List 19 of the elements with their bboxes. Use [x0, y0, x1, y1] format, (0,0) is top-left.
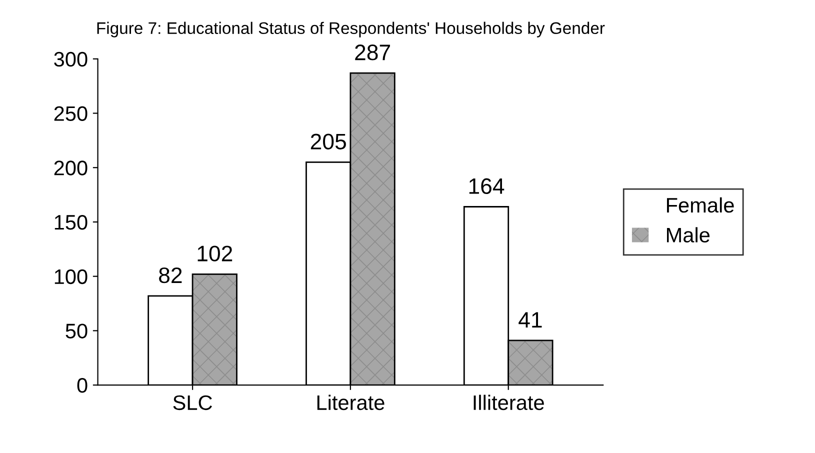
text: Female [667, 197, 734, 213]
y-tick-label: 150 [54, 214, 88, 230]
y-tick-label: 200 [54, 160, 88, 176]
y-tick-label: 50 [66, 324, 88, 338]
x-tick-label: SLC [173, 395, 212, 410]
chart-title: Figure 7: Educational Status of Respondents' Households by Gender [97, 22, 605, 38]
data-label: 205 [310, 134, 346, 150]
y-tick-label: 300 [54, 52, 88, 67]
x-tick-label: Illiterate [474, 394, 544, 410]
x-tick-label: Literate [317, 394, 384, 410]
y-tick-label: 250 [54, 106, 88, 122]
data-label: 82 [159, 267, 182, 284]
data-label: 41 [518, 312, 542, 328]
data-label: 164 [469, 178, 504, 194]
data-label: 102 [198, 246, 232, 262]
data-label: 287 [355, 44, 390, 60]
y-tick-label: 100 [54, 269, 88, 284]
legend-label: Male [667, 227, 710, 242]
y-tick-label: 0 [77, 378, 88, 393]
